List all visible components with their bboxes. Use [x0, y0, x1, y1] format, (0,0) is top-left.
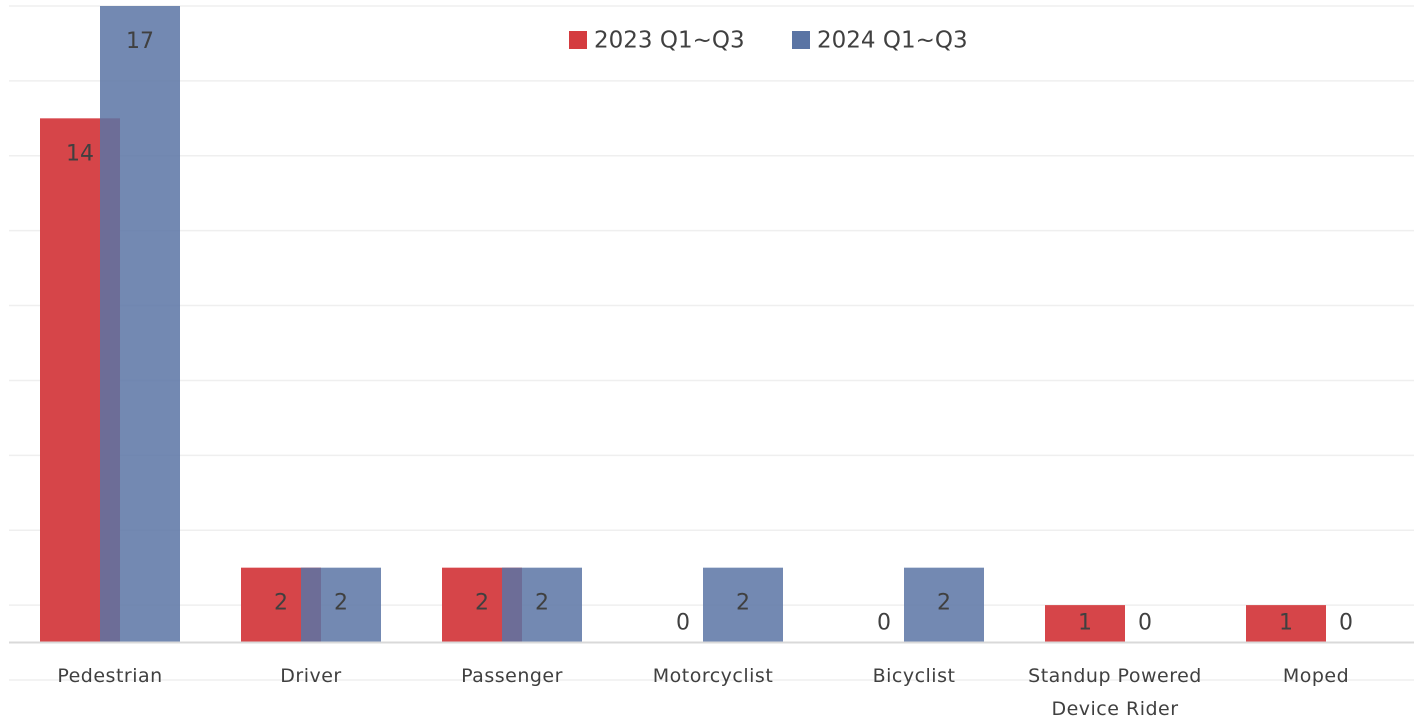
data-label: 14 [66, 141, 94, 166]
x-tick-label: Pedestrian [57, 665, 163, 687]
data-label: 0 [1138, 611, 1152, 636]
legend-swatch [792, 31, 810, 49]
x-tick-label-box: Passenger [461, 665, 563, 687]
x-tick-label-box: Driver [280, 665, 342, 687]
legend-label: 2023 Q1~Q3 [594, 28, 745, 54]
data-label: 2 [535, 591, 549, 616]
bar [502, 567, 582, 643]
bar [1045, 605, 1125, 643]
legend-label: 2024 Q1~Q3 [817, 28, 968, 54]
data-label: 17 [126, 29, 154, 54]
data-label: 1 [1279, 611, 1293, 636]
bar [1246, 605, 1326, 643]
data-label: 2 [274, 591, 288, 616]
x-tick-label: Standup Powered Device Rider [1028, 665, 1202, 720]
data-label: 1 [1078, 611, 1092, 636]
data-label: 2 [334, 591, 348, 616]
x-tick-label: Passenger [461, 665, 563, 687]
x-tick-label: Motorcyclist [652, 665, 774, 687]
data-label: 0 [676, 611, 690, 636]
x-tick-label: Bicyclist [872, 665, 956, 687]
data-label: 2 [736, 591, 750, 616]
data-label: 2 [937, 591, 951, 616]
x-tick-label-box: Pedestrian [57, 665, 163, 687]
bar [100, 6, 180, 643]
x-tick-label-box: Standup Powered Device Rider [1028, 665, 1202, 720]
data-label: 2 [475, 591, 489, 616]
x-tick-label-box: Motorcyclist [652, 665, 774, 687]
bar [904, 567, 984, 643]
legend-swatch [569, 31, 587, 49]
data-label: 0 [877, 611, 891, 636]
x-tick-label-box: Moped [1282, 665, 1350, 687]
bar [301, 567, 381, 643]
data-label: 0 [1339, 611, 1353, 636]
x-tick-label: Driver [280, 665, 342, 687]
x-tick-label: Moped [1282, 665, 1350, 687]
x-tick-label-box: Bicyclist [872, 665, 956, 687]
bar [703, 567, 783, 643]
